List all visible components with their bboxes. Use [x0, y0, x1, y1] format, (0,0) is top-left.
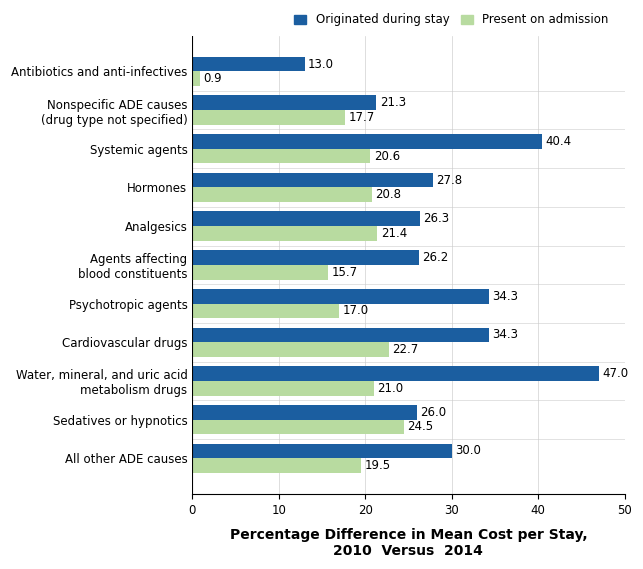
Bar	[192, 366, 599, 381]
Text: 26.3: 26.3	[423, 212, 449, 225]
Text: 17.0: 17.0	[343, 304, 369, 318]
Bar	[192, 71, 200, 86]
Bar	[192, 96, 376, 110]
Bar	[192, 173, 433, 187]
Bar	[192, 328, 489, 343]
Text: 21.3: 21.3	[380, 96, 406, 109]
Bar	[192, 289, 489, 303]
Bar	[192, 134, 541, 149]
Text: 27.8: 27.8	[436, 174, 462, 187]
Bar	[192, 420, 404, 434]
Text: 26.2: 26.2	[422, 251, 449, 264]
Bar	[192, 303, 340, 318]
Bar	[192, 149, 370, 163]
Bar	[192, 226, 377, 241]
Text: 15.7: 15.7	[332, 266, 358, 279]
Text: 47.0: 47.0	[602, 367, 628, 380]
Bar	[192, 343, 388, 357]
Bar	[192, 405, 417, 420]
Legend: Originated during stay, Present on admission: Originated during stay, Present on admis…	[291, 10, 612, 30]
Bar	[192, 250, 419, 265]
Text: 19.5: 19.5	[365, 459, 390, 472]
Text: 20.6: 20.6	[374, 150, 400, 163]
Bar	[192, 57, 305, 71]
Bar	[192, 187, 372, 202]
Text: 40.4: 40.4	[545, 135, 571, 148]
Text: 24.5: 24.5	[408, 420, 433, 434]
Bar	[192, 110, 345, 125]
Text: 20.8: 20.8	[376, 188, 402, 201]
Text: 13.0: 13.0	[308, 57, 334, 71]
Text: 17.7: 17.7	[349, 111, 375, 124]
Bar	[192, 265, 328, 279]
Bar	[192, 444, 451, 459]
X-axis label: Percentage Difference in Mean Cost per Stay,
2010  Versus  2014: Percentage Difference in Mean Cost per S…	[230, 527, 587, 558]
Text: 21.0: 21.0	[377, 382, 403, 395]
Text: 21.4: 21.4	[381, 227, 407, 240]
Text: 26.0: 26.0	[421, 406, 447, 419]
Text: 22.7: 22.7	[392, 343, 418, 356]
Text: 34.3: 34.3	[493, 290, 518, 303]
Bar	[192, 381, 374, 395]
Bar	[192, 459, 361, 473]
Text: 34.3: 34.3	[493, 328, 518, 341]
Text: 30.0: 30.0	[455, 444, 481, 457]
Bar	[192, 212, 420, 226]
Text: 0.9: 0.9	[204, 72, 222, 85]
